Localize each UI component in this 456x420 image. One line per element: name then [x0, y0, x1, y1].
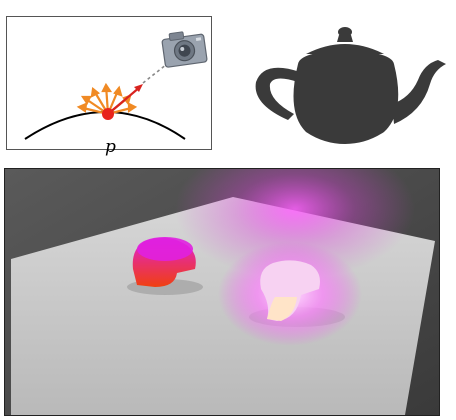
scattering-diagram: p — [6, 16, 212, 156]
point-p — [102, 108, 114, 120]
teapot-svg — [255, 27, 446, 144]
point-label: p — [105, 137, 116, 157]
camera-icon — [161, 31, 208, 68]
view-ray-dashed — [142, 63, 168, 84]
light-glow — [175, 169, 415, 279]
scattering-diagram-svg — [24, 31, 208, 140]
teapot-silhouette — [246, 20, 452, 150]
rendered-scene-svg — [5, 169, 439, 415]
view-ray — [107, 86, 141, 115]
rendered-scene — [4, 168, 440, 416]
left-object — [132, 237, 196, 287]
right-object — [260, 260, 320, 321]
